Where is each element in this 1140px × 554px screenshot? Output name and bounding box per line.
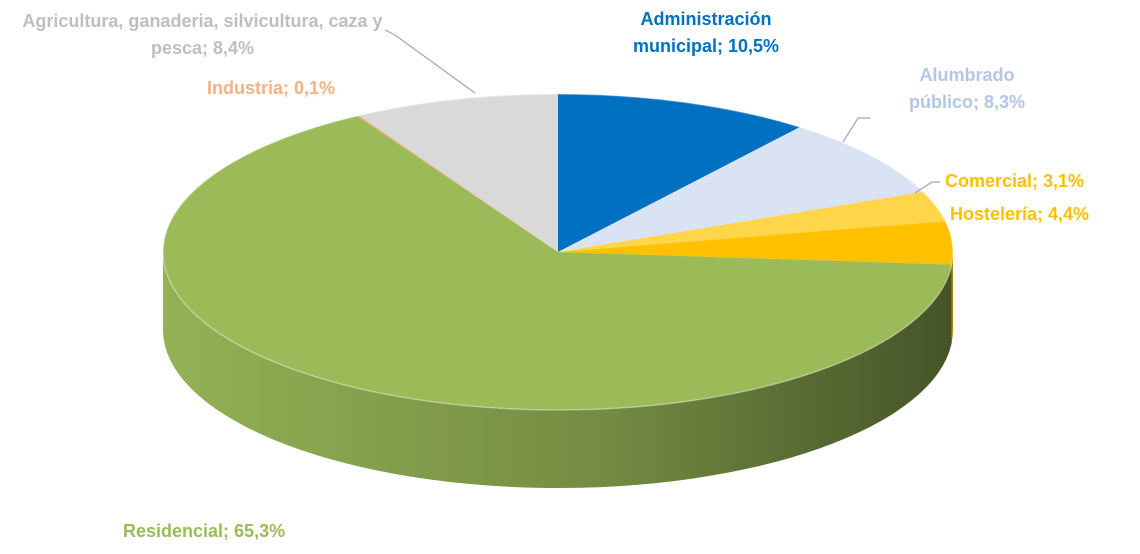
- leader-line: [914, 181, 940, 194]
- slice: [162, 115, 952, 410]
- slice: [357, 115, 558, 252]
- slice-side-shade: [163, 252, 952, 488]
- slice: [558, 191, 946, 252]
- data-label: Comercial; 3,1%: [945, 171, 1085, 191]
- pie-rim: [162, 93, 954, 411]
- data-label: Residencial; 65,3%: [123, 521, 286, 541]
- leader-lines: [384, 29, 940, 194]
- leader-line: [384, 29, 476, 94]
- slice: [558, 94, 800, 252]
- leader-line: [842, 117, 870, 143]
- slice-side-shade: [951, 252, 953, 343]
- pie-tops: [162, 93, 954, 411]
- data-label: Agricultura, ganaderia, silvicultura, ca…: [22, 11, 383, 58]
- slice: [558, 221, 953, 265]
- pie-sides: [163, 252, 953, 488]
- data-label: Alumbrado público; 8,3%: [908, 65, 1025, 112]
- data-label: Hostelería; 4,4%: [950, 204, 1090, 224]
- slice: [359, 94, 558, 252]
- data-label: Industria; 0,1%: [207, 78, 336, 98]
- data-label: Administración municipal; 10,5%: [632, 9, 780, 56]
- slice: [558, 127, 924, 252]
